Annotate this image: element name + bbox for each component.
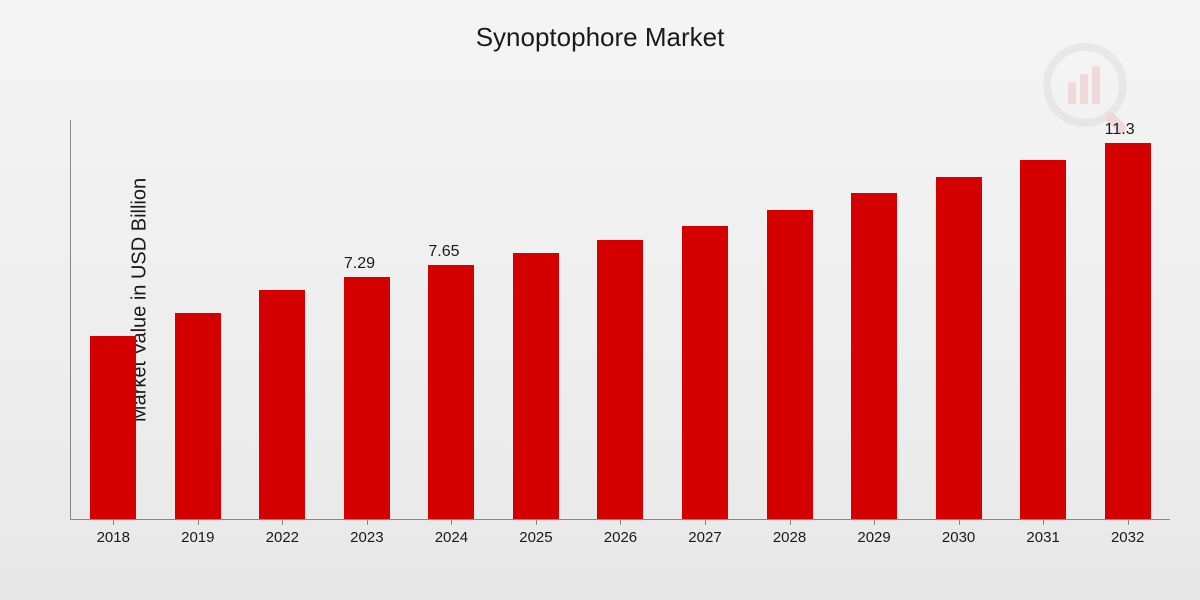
bar: [259, 290, 305, 519]
bar-slot: [156, 120, 241, 519]
x-tick: 2024: [409, 519, 494, 547]
x-tick-label: 2030: [942, 529, 975, 546]
x-ticks-container: 2018 2019 2022 2023 2024 2025 2026 2027 2028 2029…: [71, 519, 1170, 547]
x-tick-label: 2026: [604, 529, 637, 546]
x-tick: 2030: [916, 519, 1001, 547]
x-tick-label: 2027: [688, 529, 721, 546]
bar-slot: [71, 120, 156, 519]
x-tick: 2032: [1085, 519, 1170, 547]
x-tick-label: 2032: [1111, 529, 1144, 546]
bar: [344, 277, 390, 519]
bar-slot: [240, 120, 325, 519]
bar-slot: [916, 120, 1001, 519]
bar-slot: [578, 120, 663, 519]
chart-title: Synoptophore Market: [0, 22, 1200, 53]
x-tick: 2028: [747, 519, 832, 547]
bar-slot: 7.29: [325, 120, 410, 519]
x-tick-label: 2023: [350, 529, 383, 546]
x-tick: 2023: [325, 519, 410, 547]
x-tick-label: 2029: [857, 529, 890, 546]
x-tick: 2025: [494, 519, 579, 547]
bar-slot: 11.3: [1085, 120, 1170, 519]
x-tick-label: 2022: [266, 529, 299, 546]
x-tick-label: 2025: [519, 529, 552, 546]
x-tick: 2019: [156, 519, 241, 547]
bar-value-label: 11.3: [1105, 121, 1135, 139]
bar-value-label: 7.65: [428, 243, 459, 261]
bar-slot: [663, 120, 748, 519]
bar-slot: [832, 120, 917, 519]
bar-value-label: 7.29: [344, 255, 375, 273]
x-tick-label: 2024: [435, 529, 468, 546]
bar: [682, 226, 728, 519]
x-tick: 2027: [663, 519, 748, 547]
x-tick-label: 2019: [181, 529, 214, 546]
bar-slot: 7.65: [409, 120, 494, 519]
bars-container: 7.29 7.65 11.3: [71, 120, 1170, 519]
x-tick-label: 2018: [97, 529, 130, 546]
bar: [597, 240, 643, 519]
bar-slot: [1001, 120, 1086, 519]
plot-area: 7.297.6511.3 201820192022202320242025202…: [70, 120, 1170, 520]
bar-slot: [747, 120, 832, 519]
bar: [428, 265, 474, 519]
bar: [1105, 143, 1151, 519]
bar: [767, 210, 813, 519]
bar-slot: [494, 120, 579, 519]
bar: [851, 193, 897, 519]
bar: [1020, 160, 1066, 519]
x-tick: 2018: [71, 519, 156, 547]
x-tick: 2022: [240, 519, 325, 547]
x-tick: 2031: [1001, 519, 1086, 547]
x-tick: 2029: [832, 519, 917, 547]
bar: [936, 177, 982, 519]
x-tick-label: 2028: [773, 529, 806, 546]
x-tick: 2026: [578, 519, 663, 547]
bar: [513, 253, 559, 519]
x-tick-label: 2031: [1026, 529, 1059, 546]
bar: [175, 313, 221, 519]
bar: [90, 336, 136, 519]
